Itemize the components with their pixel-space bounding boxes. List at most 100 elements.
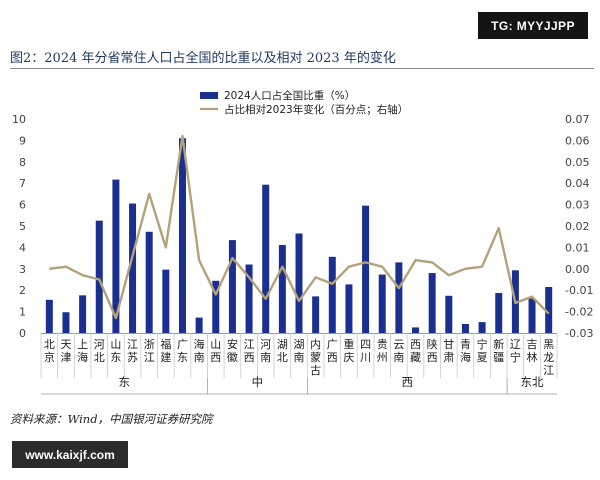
right-axis-ticks: -0.03 -0.02 -0.01 0.00 0.01 0.02 0.03 0.04 0.05 0… xyxy=(565,113,593,340)
category-label: 山西 xyxy=(210,338,221,364)
line-series xyxy=(49,134,550,320)
left-tick-label: 0 xyxy=(19,327,26,340)
category-label: 青海 xyxy=(460,338,471,364)
category-label: 北京 xyxy=(44,338,55,364)
category-label: 广东 xyxy=(177,338,188,364)
bar xyxy=(445,295,453,333)
category-label: 山东 xyxy=(110,338,121,364)
category-label: 湖北 xyxy=(277,338,288,364)
right-tick-label: -0.02 xyxy=(565,306,593,319)
right-tick-label: -0.03 xyxy=(565,327,593,340)
watermark-bottom: www.kaixjf.com xyxy=(12,441,128,468)
bar xyxy=(478,322,486,333)
category-label: 安徽 xyxy=(227,337,238,364)
bar xyxy=(145,231,153,333)
bar xyxy=(362,205,370,333)
category-label: 河北 xyxy=(94,338,105,364)
bar xyxy=(395,262,403,333)
category-label: 江西 xyxy=(244,338,255,364)
category-label: 广西 xyxy=(327,338,338,364)
left-tick-label: 4 xyxy=(19,241,26,254)
bar xyxy=(378,274,386,333)
bar xyxy=(245,264,253,333)
left-tick-label: 6 xyxy=(19,199,26,212)
category-label: 天津 xyxy=(60,338,71,364)
bar xyxy=(79,295,87,333)
group-label: 东 xyxy=(118,375,130,389)
bar xyxy=(162,269,170,333)
right-tick-label: 0.07 xyxy=(565,113,590,126)
bar xyxy=(112,179,120,333)
category-label: 重庆 xyxy=(343,337,354,364)
title-divider xyxy=(10,68,594,69)
bar xyxy=(262,184,270,333)
category-label: 湖南 xyxy=(294,338,305,364)
category-label: 内蒙古 xyxy=(310,337,321,377)
left-tick-label: 2 xyxy=(19,284,26,297)
category-label: 上海 xyxy=(77,338,88,364)
bar xyxy=(178,138,186,333)
bar-series xyxy=(45,138,553,333)
category-label: 四川 xyxy=(360,338,371,364)
bar xyxy=(412,327,420,333)
left-tick-label: 1 xyxy=(19,306,26,319)
watermark-top: TG: MYYJJPP xyxy=(478,12,588,39)
left-tick-label: 5 xyxy=(19,220,26,233)
right-tick-label: 0.03 xyxy=(565,199,590,212)
left-tick-label: 3 xyxy=(19,263,26,276)
right-tick-label: 0.04 xyxy=(565,177,590,190)
right-tick-label: 0.05 xyxy=(565,156,590,169)
right-tick-label: 0.06 xyxy=(565,134,590,147)
legend-line-label: 占比相对2023年变化（百分点；右轴） xyxy=(224,103,408,116)
chart-legend: 2024人口占全国比重（%）占比相对2023年变化（百分点；右轴） xyxy=(200,89,408,116)
category-label: 新疆 xyxy=(493,337,504,364)
right-tick-label: -0.01 xyxy=(565,284,593,297)
bar xyxy=(495,292,503,333)
bar xyxy=(62,312,70,333)
bar xyxy=(129,203,137,333)
bar xyxy=(295,233,303,333)
category-labels: 北京天津上海河北山东江苏浙江福建广东海南山西安徽江西河南湖北湖南内蒙古广西重庆四… xyxy=(44,337,554,377)
category-label: 甘肃 xyxy=(443,338,454,364)
source-note: 资料来源：Wind，中国银河证券研究院 xyxy=(10,412,213,426)
legend-bar-swatch xyxy=(200,92,218,99)
right-tick-label: 0.02 xyxy=(565,220,590,233)
category-label: 宁夏 xyxy=(477,337,488,364)
left-axis-ticks: 0 1 2 3 4 5 6 7 8 9 10 xyxy=(12,113,26,340)
right-tick-label: 0.00 xyxy=(565,263,590,276)
group-label: 东北 xyxy=(521,375,544,389)
bar xyxy=(461,324,469,333)
bar xyxy=(228,240,236,333)
category-label: 黑龙江 xyxy=(543,338,554,377)
bar xyxy=(312,296,320,333)
category-label: 海南 xyxy=(194,337,205,364)
group-label: 中 xyxy=(252,375,264,389)
category-label: 河南 xyxy=(260,338,271,364)
right-tick-label: 0.01 xyxy=(565,241,590,254)
category-label: 福建 xyxy=(160,337,171,364)
group-label: 西 xyxy=(401,375,413,389)
legend-bar-label: 2024人口占全国比重（%） xyxy=(224,89,355,102)
bar xyxy=(195,317,203,333)
bar xyxy=(212,280,220,333)
bar xyxy=(95,220,103,333)
bar xyxy=(345,284,353,333)
category-label: 贵州 xyxy=(377,338,388,364)
bar xyxy=(545,286,553,333)
axis-lines xyxy=(40,333,558,378)
category-label: 西藏 xyxy=(410,338,421,364)
category-label: 辽宁 xyxy=(510,338,521,364)
bar xyxy=(45,299,53,333)
bar xyxy=(328,256,336,333)
category-label: 陕西 xyxy=(427,337,438,364)
bar xyxy=(528,298,536,333)
category-label: 吉林 xyxy=(527,338,538,364)
left-tick-label: 8 xyxy=(19,156,26,169)
left-tick-label: 10 xyxy=(12,113,26,126)
figure-title: 图2：2024 年分省常住人口占全国的比重以及相对 2023 年的变化 xyxy=(10,51,396,66)
change-line xyxy=(49,134,550,320)
bar xyxy=(278,245,286,333)
category-label: 浙江 xyxy=(144,338,155,364)
category-label: 云南 xyxy=(393,338,404,364)
